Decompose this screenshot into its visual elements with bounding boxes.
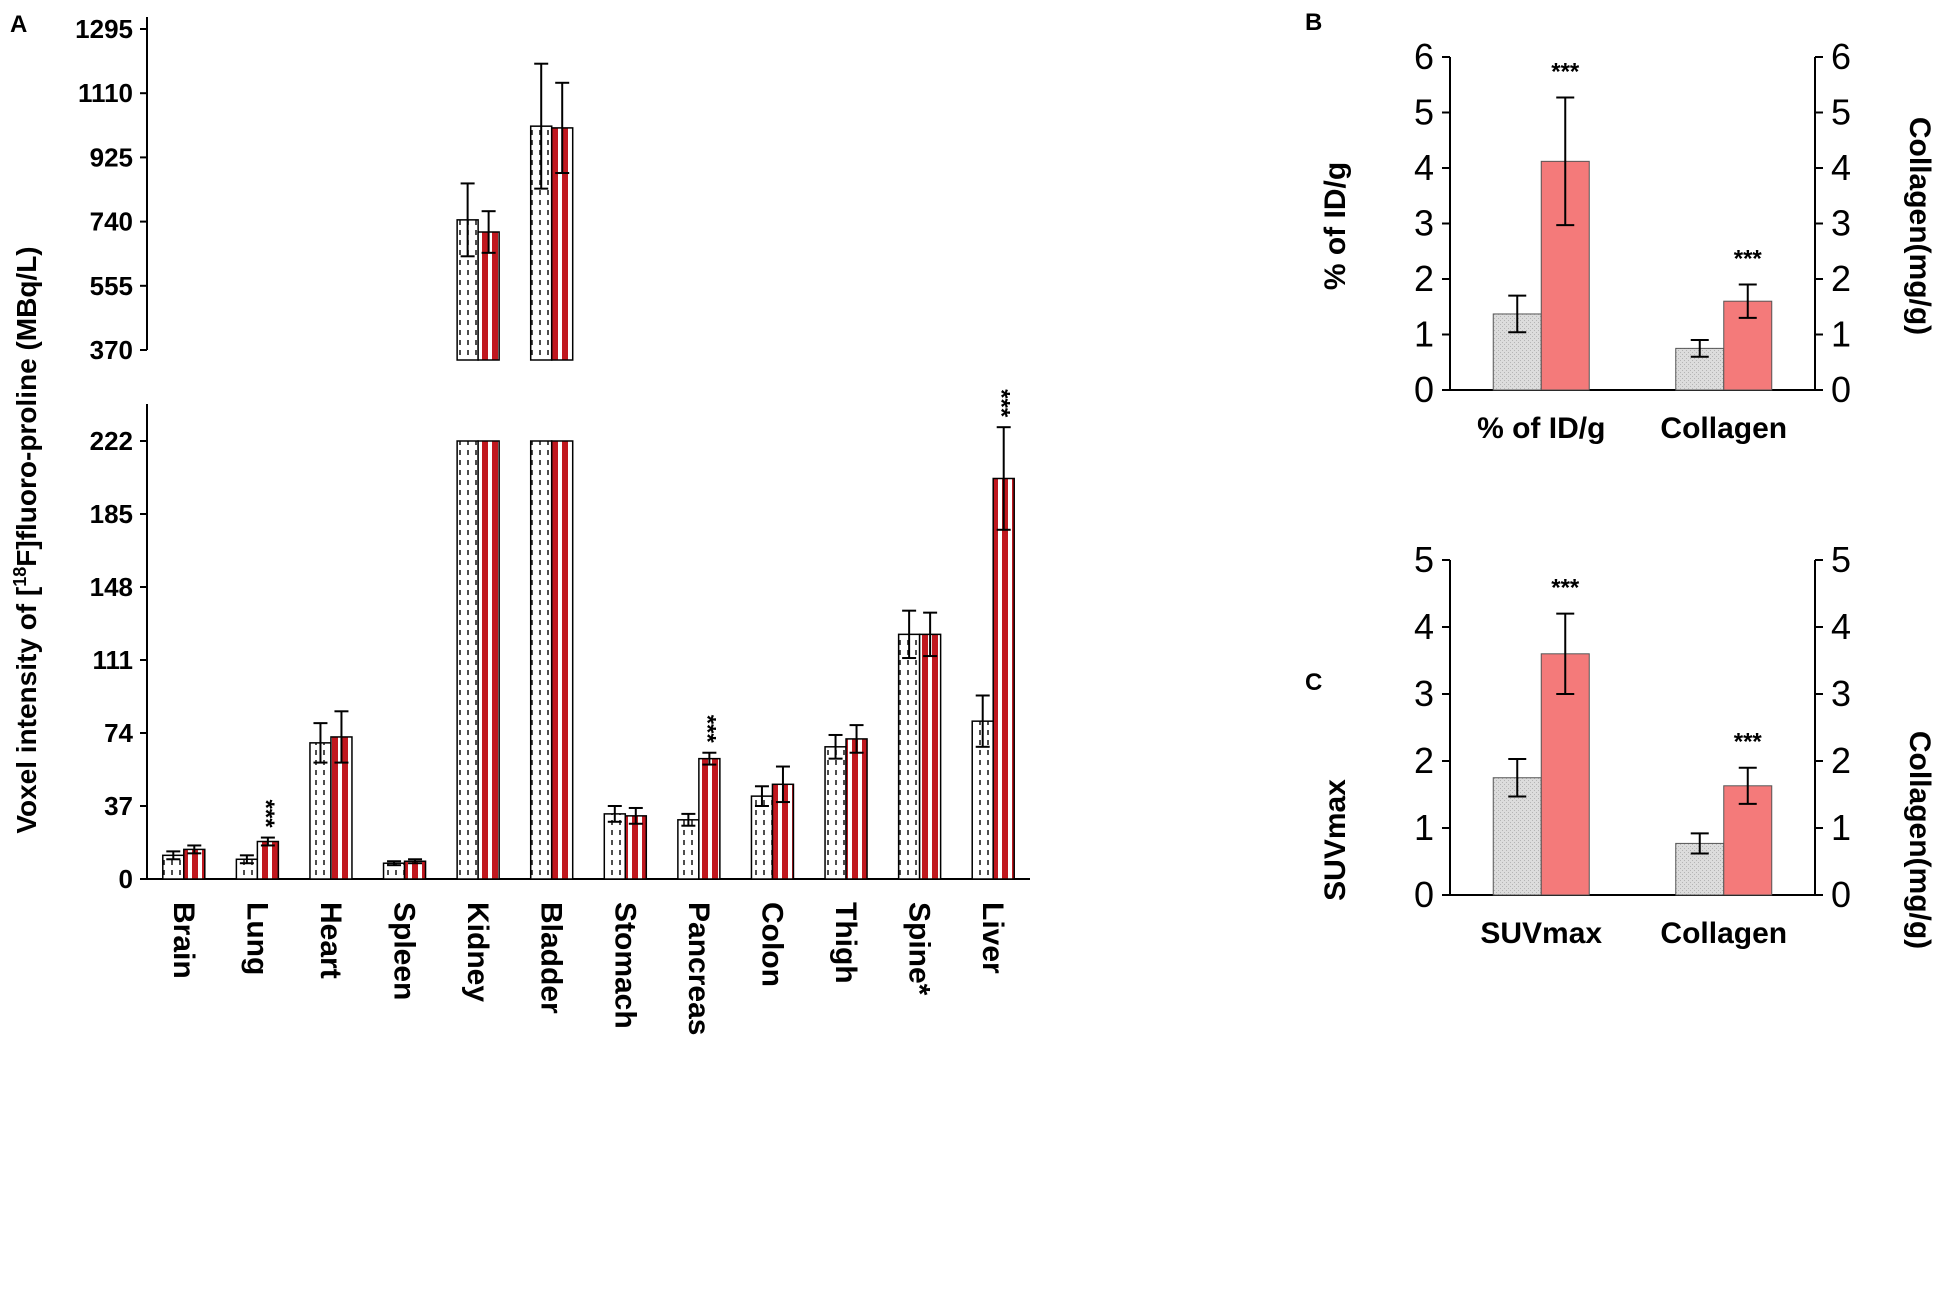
panel-b-right-tick-label: 0 bbox=[1831, 369, 1851, 410]
panel-b-plot-area: 0 0 1 1 2 2 3 3 4 4 5 5 6 6 % of ID/g Collagen *** *** bbox=[1414, 36, 1851, 445]
panel-a-category-label: Spine* bbox=[903, 902, 936, 996]
panel-a-category-label: Thigh bbox=[829, 902, 862, 984]
panel-a-lower-tick-label: 0 bbox=[119, 864, 133, 894]
panel-a-category-label: Liver bbox=[976, 902, 1009, 974]
panel-b-left-tick-label: 0 bbox=[1414, 369, 1434, 410]
panel-a-category-label: Colon bbox=[755, 902, 788, 987]
panel-a-category-label: Brain bbox=[167, 902, 200, 979]
panel-a-category-label: Lung bbox=[240, 902, 273, 975]
panel-b-right-tick-label: 1 bbox=[1831, 314, 1851, 355]
panel-c-significance-marker: *** bbox=[1734, 729, 1763, 756]
panel-c-chart: C SUVmax Collagen(mg/g) 0 0 1 1 2 2 3 3 4 4 5 5 SUVm… bbox=[1305, 539, 1936, 950]
panel-b-significance-marker: *** bbox=[1551, 59, 1580, 86]
panel-b-left-tick-label: 5 bbox=[1414, 92, 1434, 133]
panel-a-lower-tick-label: 37 bbox=[104, 791, 133, 821]
panel-c-right-tick-label: 2 bbox=[1831, 740, 1851, 781]
panel-a-upper-tick-label: 1110 bbox=[78, 78, 133, 108]
panel-a-category-label: Pancreas bbox=[682, 902, 715, 1035]
panel-c-left-tick-label: 5 bbox=[1414, 539, 1434, 580]
panel-b-right-tick-label: 3 bbox=[1831, 203, 1851, 244]
panel-c-left-tick-label: 4 bbox=[1414, 606, 1434, 647]
panel-b-chart: B % of ID/g Collagen(mg/g) 0 0 1 1 2 2 3 3 4 4 5 5 6… bbox=[1305, 9, 1936, 445]
panel-a-bar-fibrosis-lung bbox=[256, 840, 280, 880]
panel-c-left-tick-label: 3 bbox=[1414, 673, 1434, 714]
panel-a-bar-fibrosis-liver bbox=[992, 477, 1015, 880]
panel-a-lower-axis: 0 37 74 111 148 185 222 bbox=[90, 404, 1030, 894]
panel-c-letter: C bbox=[1305, 669, 1322, 696]
panel-b-category-label: % of ID/g bbox=[1477, 412, 1605, 445]
panel-c-right-tick-label: 3 bbox=[1831, 673, 1851, 714]
panel-b-right-tick-label: 6 bbox=[1831, 36, 1851, 77]
panel-a-bar-fibrosis-bladder-lower bbox=[550, 440, 574, 880]
panel-b-right-tick-label: 5 bbox=[1831, 92, 1851, 133]
panel-a-chart: A Voxel intensity of [18F]fluoro-proline… bbox=[10, 11, 1030, 1035]
panel-a-category-label: Spleen bbox=[388, 902, 421, 1000]
panel-a-significance-marker: *** bbox=[988, 389, 1015, 418]
panel-c-right-tick-label: 1 bbox=[1831, 807, 1851, 848]
panel-a-bar-fibrosis-pancreas bbox=[698, 757, 721, 880]
panel-a-bar-fibrosis-stomach bbox=[624, 815, 648, 880]
panel-b-letter: B bbox=[1305, 9, 1322, 36]
panel-b-left-tick-label: 2 bbox=[1414, 258, 1434, 299]
panel-a-lower-tick-label: 222 bbox=[90, 426, 133, 456]
panel-b-right-tick-label: 4 bbox=[1831, 147, 1851, 188]
panel-b-right-axis-label: Collagen(mg/g) bbox=[1903, 117, 1936, 335]
panel-b-left-tick-label: 4 bbox=[1414, 147, 1434, 188]
panel-b-category-label: Collagen bbox=[1660, 412, 1787, 445]
panel-a-bar-control-spine bbox=[897, 633, 921, 880]
panel-a-bar-control-stomach bbox=[603, 813, 627, 880]
panel-c-plot-area: 0 0 1 1 2 2 3 3 4 4 5 5 SUVmax Collagen *** *** bbox=[1414, 539, 1851, 950]
panel-b-left-tick-label: 3 bbox=[1414, 203, 1434, 244]
panel-a-upper-tick-label: 740 bbox=[90, 207, 133, 237]
panel-a-upper-tick-label: 555 bbox=[90, 271, 133, 301]
panel-b-left-tick-label: 6 bbox=[1414, 36, 1434, 77]
panel-c-right-axis-label: Collagen(mg/g) bbox=[1903, 731, 1936, 949]
panel-a-letter: A bbox=[10, 11, 27, 38]
panel-a-bar-control-bladder-lower bbox=[529, 440, 553, 880]
panel-a-lower-tick-label: 185 bbox=[90, 499, 133, 529]
panel-c-left-axis-label: SUVmax bbox=[1319, 779, 1352, 901]
panel-c-significance-marker: *** bbox=[1551, 575, 1580, 602]
panel-a-bar-control-thigh bbox=[824, 746, 847, 880]
panel-a-category-labels: Brain Lung Heart Spleen Kidney Bladder Stomach… bbox=[167, 902, 1009, 1035]
panel-c-left-tick-label: 1 bbox=[1414, 807, 1434, 848]
panel-c-right-tick-label: 0 bbox=[1831, 874, 1851, 915]
panel-b-left-tick-label: 1 bbox=[1414, 314, 1434, 355]
panel-a-bar-control-colon bbox=[750, 795, 774, 880]
panel-a-category-label: Heart bbox=[314, 902, 347, 979]
panel-c-category-label: SUVmax bbox=[1480, 917, 1602, 950]
panel-c-category-label: Collagen bbox=[1660, 917, 1787, 950]
panel-a-bar-fibrosis-kidney-lower bbox=[477, 440, 500, 880]
panel-c-left-tick-label: 0 bbox=[1414, 874, 1434, 915]
panel-c-right-tick-label: 4 bbox=[1831, 606, 1851, 647]
panel-a-category-label: Stomach bbox=[608, 902, 641, 1029]
panel-a-upper-axis: 370 555 740 925 1110 1295 bbox=[75, 14, 148, 365]
panel-a-lower-tick-label: 148 bbox=[90, 572, 133, 602]
panel-a-bar-control-kidney-lower bbox=[456, 440, 479, 880]
panel-a-upper-tick-label: 1295 bbox=[75, 14, 133, 44]
panel-a-lower-tick-label: 111 bbox=[92, 645, 133, 675]
panel-a-upper-tick-label: 370 bbox=[90, 335, 133, 365]
panel-a-lower-tick-label: 74 bbox=[104, 718, 133, 748]
panel-a-significance-marker: *** bbox=[693, 715, 720, 744]
panel-a-bar-fibrosis-spine bbox=[918, 633, 942, 880]
panel-a-y-axis-label: Voxel intensity of [18F]fluoro-proline (… bbox=[10, 246, 42, 833]
panel-a-bar-control-pancreas bbox=[677, 819, 700, 880]
panel-a-bar-fibrosis-thigh bbox=[845, 738, 868, 880]
panel-a-upper-tick-label: 925 bbox=[90, 142, 133, 172]
panel-a-bars: *** *** *** bbox=[162, 62, 1015, 880]
panel-a-category-label: Bladder bbox=[535, 902, 568, 1014]
panel-b-left-axis-label: % of ID/g bbox=[1319, 162, 1352, 290]
panel-a-category-label: Kidney bbox=[461, 902, 494, 1002]
panel-c-right-tick-label: 5 bbox=[1831, 539, 1851, 580]
panel-a-significance-marker: *** bbox=[252, 800, 279, 829]
panel-b-significance-marker: *** bbox=[1734, 246, 1763, 273]
panel-c-left-tick-label: 2 bbox=[1414, 740, 1434, 781]
panel-b-right-tick-label: 2 bbox=[1831, 258, 1851, 299]
